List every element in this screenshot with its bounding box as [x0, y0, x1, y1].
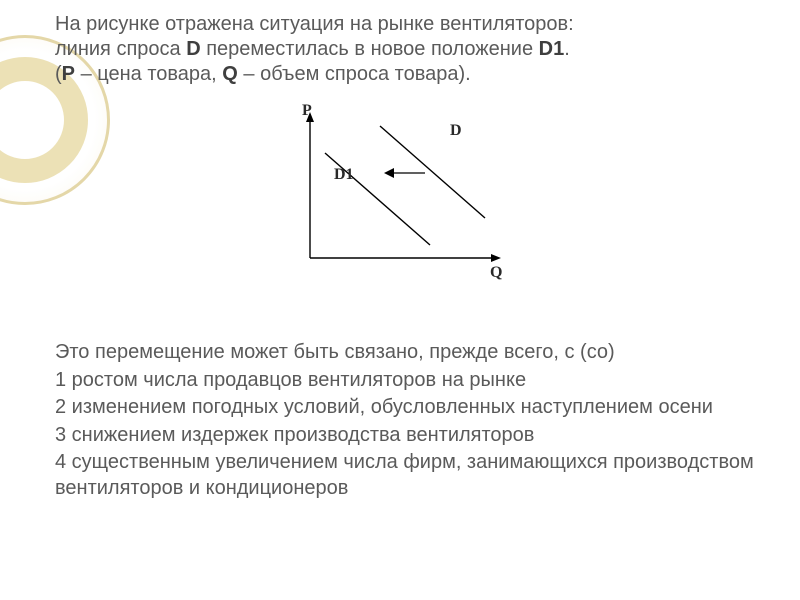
- body-block: Это перемещение может быть связано, преж…: [55, 340, 770, 504]
- text: – объем спроса товара).: [238, 63, 471, 85]
- text: – цена товара,: [75, 63, 222, 85]
- new-demand-symbol: D1: [539, 38, 565, 60]
- price-symbol: Р: [62, 63, 75, 85]
- option-3: 3 снижением издержек производства вентил…: [55, 423, 770, 449]
- body-intro: Это перемещение может быть связано, преж…: [55, 340, 770, 366]
- curve-d1-label: D1: [334, 166, 354, 184]
- slide: На рисунке отражена ситуация на рынке ве…: [0, 0, 800, 600]
- text: переместилась в новое положение: [201, 38, 539, 60]
- option-1: 1 ростом числа продавцов вентиляторов на…: [55, 368, 770, 394]
- demand-symbol: D: [186, 38, 200, 60]
- demand-shift-chart: P Q D D1: [290, 108, 550, 298]
- text: (: [55, 63, 62, 85]
- axis-x-label: Q: [490, 264, 502, 282]
- header-line-1: На рисунке отражена ситуация на рынке ве…: [55, 12, 770, 37]
- curve-d-label: D: [450, 122, 462, 140]
- quantity-symbol: Q: [222, 63, 238, 85]
- axis-y-label: P: [302, 102, 312, 120]
- chart-svg: [290, 108, 510, 278]
- option-2: 2 изменением погодных условий, обусловле…: [55, 395, 770, 421]
- text: .: [564, 38, 570, 60]
- header-line-2: линия спроса D переместилась в новое пол…: [55, 37, 770, 62]
- header-line-3: (Р – цена товара, Q – объем спроса товар…: [55, 62, 770, 87]
- text: линия спроса: [55, 38, 186, 60]
- option-4: 4 существенным увеличением числа фирм, з…: [55, 450, 770, 501]
- header-block: На рисунке отражена ситуация на рынке ве…: [55, 12, 770, 87]
